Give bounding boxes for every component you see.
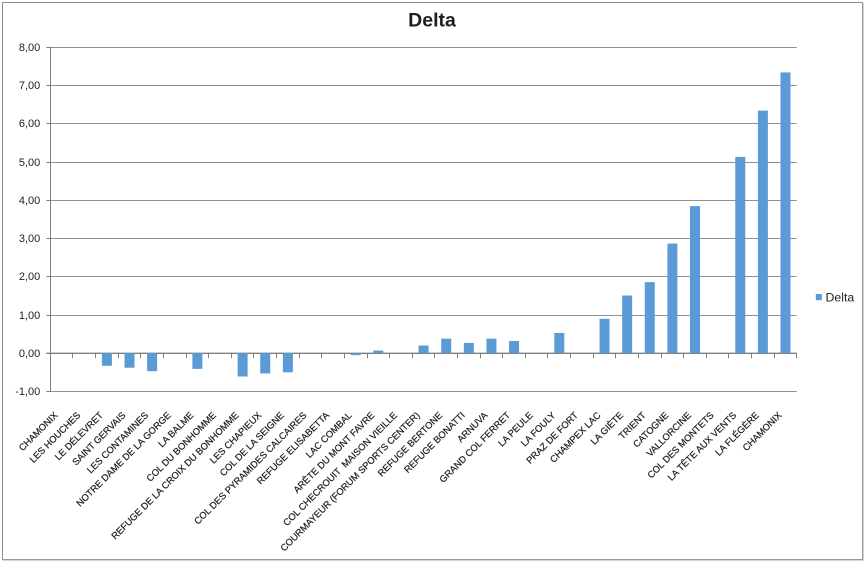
- svg-text:3,00: 3,00: [19, 233, 40, 245]
- svg-text:1,00: 1,00: [19, 310, 40, 322]
- svg-text:4,00: 4,00: [19, 195, 40, 207]
- svg-text:0,00: 0,00: [19, 348, 40, 360]
- svg-text:Delta: Delta: [408, 10, 456, 32]
- svg-text:6,00: 6,00: [19, 118, 40, 130]
- svg-text:8,00: 8,00: [19, 42, 40, 54]
- svg-text:Delta: Delta: [826, 290, 855, 304]
- svg-text:-1,00: -1,00: [15, 386, 40, 398]
- svg-text:7,00: 7,00: [19, 80, 40, 92]
- svg-text:5,00: 5,00: [19, 157, 40, 169]
- svg-text:2,00: 2,00: [19, 271, 40, 283]
